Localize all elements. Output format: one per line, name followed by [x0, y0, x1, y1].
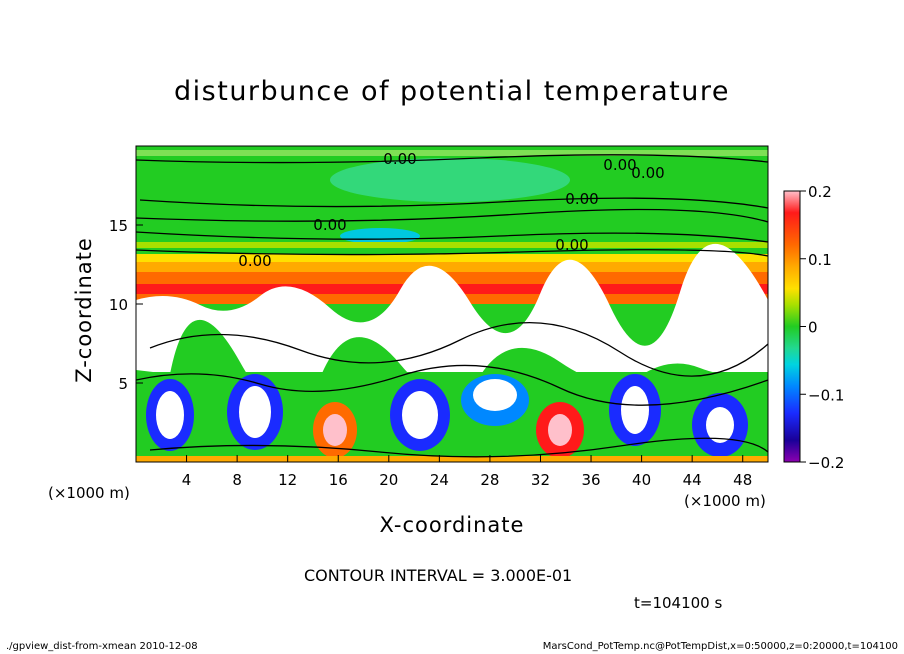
y-tick-label: 15: [109, 217, 128, 235]
contour-labels: 0.000.000.000.000.000.000.00: [238, 150, 664, 270]
contour-label: 0.00: [555, 236, 588, 254]
contour-interval-text: CONTOUR INTERVAL = 3.000E-01: [304, 566, 573, 585]
x-tick-label: 40: [632, 471, 651, 489]
x-unit-label-left: (×1000 m): [48, 484, 130, 502]
footer-left-text: ./gpview_dist-from-xmean 2010-12-08: [6, 641, 198, 652]
chart-title: disturbunce of potential temperature: [174, 76, 730, 107]
colorbar-tick-label: 0.1: [808, 251, 832, 269]
x-tick-label: 16: [329, 471, 348, 489]
x-unit-label-right: (×1000 m): [684, 492, 766, 510]
x-tick-label: 36: [581, 471, 600, 489]
x-tick-label: 24: [430, 471, 449, 489]
time-label: t=104100 s: [634, 594, 723, 612]
x-tick-label: 8: [232, 471, 242, 489]
colorbar-tick-label: −0.2: [808, 454, 844, 472]
y-tick-label: 10: [109, 296, 128, 314]
y-tick-label: 5: [118, 375, 128, 393]
contour-label: 0.00: [383, 150, 416, 168]
warm-stripe: [136, 254, 768, 262]
y-axis-label: Z-coordinate: [72, 237, 96, 383]
x-tick-label: 12: [278, 471, 297, 489]
contour-label: 0.00: [313, 216, 346, 234]
footer-right-text: MarsCond_PotTemp.nc@PotTempDist,x=0:5000…: [542, 641, 898, 652]
x-tick-label: 4: [182, 471, 192, 489]
colorbar-tick-label: −0.1: [808, 386, 844, 404]
colorbar-ticks: 0.2 0.1 0 −0.1 −0.2: [800, 183, 844, 472]
upper-cool-patch: [340, 228, 420, 244]
contour-label: 0.00: [603, 156, 636, 174]
surface-stripe: [136, 456, 768, 462]
colorbar-tick-label: 0.2: [808, 183, 832, 201]
upper-layer: [136, 150, 768, 156]
x-tick-label: 32: [531, 471, 550, 489]
x-axis: 4 8 12 16 20 24 28 32 36 40 44 48: [182, 455, 752, 489]
colorbar-tick-label: 0: [808, 319, 818, 337]
contour-label: 0.00: [565, 190, 598, 208]
x-tick-label: 20: [379, 471, 398, 489]
warm-stripe: [136, 242, 768, 248]
contour-label: 0.00: [631, 164, 664, 182]
x-tick-label: 44: [683, 471, 702, 489]
x-axis-label: X-coordinate: [379, 513, 525, 537]
warm-stripe: [136, 262, 768, 272]
upper-cool-patch: [330, 158, 570, 202]
contour-label: 0.00: [238, 252, 271, 270]
turbulent-region: [136, 243, 768, 412]
x-tick-label: 48: [733, 471, 752, 489]
y-axis: 5 10 15: [109, 217, 143, 393]
colorbar: [783, 190, 801, 463]
contour-lines: [136, 154, 768, 458]
x-tick-label: 28: [480, 471, 499, 489]
heatmap-field: [136, 146, 768, 462]
